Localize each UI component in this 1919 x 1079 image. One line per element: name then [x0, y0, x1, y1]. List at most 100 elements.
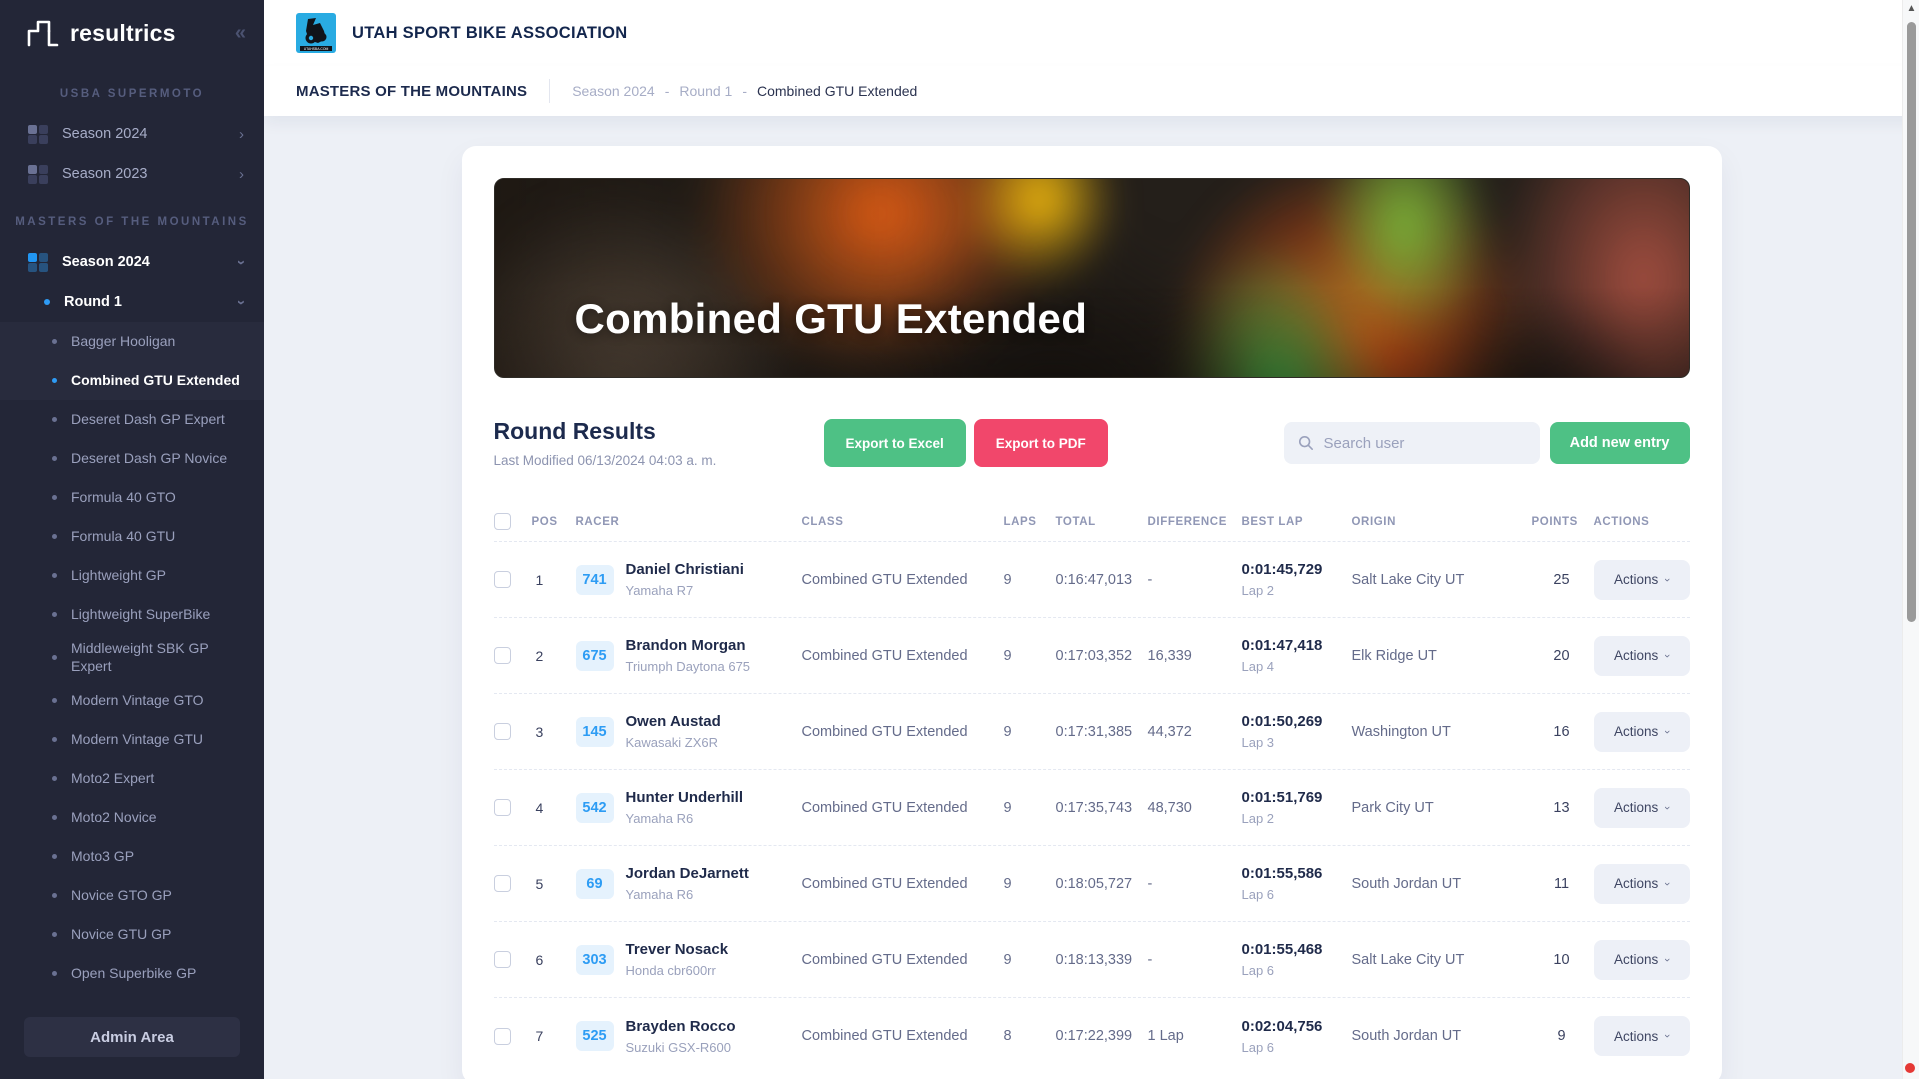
laps-cell: 9: [1003, 723, 1012, 740]
actions-button[interactable]: Actions ›: [1593, 559, 1690, 600]
racer-number-badge[interactable]: 525: [575, 1021, 614, 1051]
admin-area-button[interactable]: Admin Area: [24, 1017, 240, 1057]
row-checkbox[interactable]: [493, 647, 511, 664]
sidebar-item-class[interactable]: Novice GTU GP: [0, 915, 264, 954]
row-checkbox[interactable]: [493, 723, 511, 740]
vertical-scrollbar[interactable]: ▲: [1902, 0, 1919, 1079]
sidebar-item-class[interactable]: Formula 40 GTU: [0, 517, 264, 556]
row-checkbox-cell: [493, 951, 530, 968]
origin-cell: South Jordan UT: [1351, 1028, 1462, 1044]
sidebar-item-label: Open Superbike GP: [71, 964, 197, 981]
row-checkbox[interactable]: [493, 1027, 511, 1045]
origin-cell: Washington UT: [1351, 723, 1451, 740]
position-cell: 5: [535, 875, 544, 892]
column-header-origin: ORIGIN: [1351, 515, 1396, 528]
sidebar-item-season-2024-masters[interactable]: Season 2024 ›: [0, 242, 264, 282]
racer-number-badge[interactable]: 303: [575, 944, 614, 975]
racer-name: Daniel Christiani: [625, 561, 744, 578]
racer-number-badge[interactable]: 741: [575, 564, 614, 595]
best-lap-number: Lap 6: [1241, 1039, 1275, 1055]
row-checkbox[interactable]: [493, 571, 511, 588]
bullet-icon: [52, 698, 57, 703]
last-modified: Last Modified 06/13/2024 04:03 a. m.: [493, 453, 717, 468]
chevron-down-icon: ›: [1661, 653, 1674, 658]
actions-button[interactable]: Actions ›: [1593, 711, 1690, 752]
sidebar-item-round-1[interactable]: Round 1 ›: [0, 282, 264, 322]
chevron-down-icon: ›: [1661, 1034, 1674, 1038]
actions-button[interactable]: Actions ›: [1593, 863, 1690, 904]
breadcrumb-item[interactable]: Combined GTU Extended: [757, 83, 918, 99]
bullet-icon: [52, 456, 57, 461]
sidebar-item-label: Lightweight GP: [71, 566, 166, 583]
sidebar-item-class[interactable]: Moto3 GP: [0, 837, 264, 876]
sidebar-item-class[interactable]: Middleweight SBK GP Expert: [0, 634, 264, 681]
column-header-best-lap: BEST LAP: [1241, 515, 1304, 528]
column-header-difference: DIFFERENCE: [1147, 515, 1227, 528]
scrollbar-thumb[interactable]: [1906, 22, 1916, 622]
sidebar-item-label: Moto2 Expert: [71, 769, 155, 786]
total-time-cell: 0:17:31,385: [1055, 723, 1133, 740]
actions-cell: Actions ›: [1593, 787, 1710, 828]
export-excel-button[interactable]: Export to Excel: [823, 419, 966, 467]
class-cell: Combined GTU Extended: [801, 799, 968, 816]
racer-name: Owen Austad: [625, 713, 721, 730]
top-header: UTAHSBA.COM UTAH SPORT BIKE ASSOCIATION: [264, 0, 1919, 66]
actions-button[interactable]: Actions ›: [1593, 635, 1690, 676]
search-icon: [1298, 435, 1313, 451]
actions-button[interactable]: Actions ›: [1593, 1016, 1690, 1056]
chevron-down-icon: ›: [1661, 577, 1674, 582]
racer-number-badge[interactable]: 145: [575, 716, 614, 747]
origin-cell: Elk Ridge UT: [1351, 647, 1437, 664]
row-checkbox[interactable]: [493, 799, 511, 816]
select-all-checkbox[interactable]: [493, 513, 511, 530]
sidebar-collapse-icon[interactable]: «: [234, 21, 246, 44]
org-logo: UTAHSBA.COM: [296, 13, 336, 53]
chevron-down-icon: ›: [1661, 957, 1674, 962]
sidebar-item-class[interactable]: Novice GTO GP: [0, 876, 264, 915]
sidebar-item-class[interactable]: Open Superbike GP: [0, 954, 264, 993]
row-checkbox[interactable]: [493, 951, 511, 968]
actions-button-label: Actions: [1614, 800, 1659, 815]
origin-cell: Park City UT: [1351, 799, 1434, 816]
racer-cell: 675 Brandon Morgan Triumph Daytona 675: [575, 637, 800, 674]
sidebar-item-class[interactable]: Deseret Dash GP Expert: [0, 400, 264, 439]
sidebar-item-class[interactable]: Moto2 Novice: [0, 798, 264, 837]
sidebar-item-class[interactable]: Formula 40 GTO: [0, 478, 264, 517]
actions-cell: Actions ›: [1593, 711, 1710, 752]
sidebar-item-class[interactable]: Bagger Hooligan: [0, 322, 264, 361]
points-cell: 20: [1553, 647, 1570, 664]
bullet-icon: [52, 776, 57, 781]
best-lap-number: Lap 2: [1241, 583, 1275, 598]
row-checkbox-cell: [493, 799, 530, 816]
racer-number-badge[interactable]: 675: [575, 640, 614, 671]
origin-cell: South Jordan UT: [1351, 875, 1462, 892]
sidebar-item-season-2024-usba[interactable]: Season 2024 ›: [0, 114, 264, 154]
sidebar-item-class[interactable]: Modern Vintage GTO: [0, 681, 264, 720]
sidebar-item-class[interactable]: Deseret Dash GP Novice: [0, 439, 264, 478]
actions-button[interactable]: Actions ›: [1593, 787, 1690, 828]
sidebar-item-class[interactable]: Modern Vintage GTU: [0, 720, 264, 759]
sidebar-item-season-2023-usba[interactable]: Season 2023 ›: [0, 154, 264, 194]
add-new-entry-button[interactable]: Add new entry: [1549, 422, 1690, 464]
search-input[interactable]: [1323, 434, 1526, 452]
racer-name: Brayden Rocco: [625, 1017, 736, 1035]
best-lap-time: 0:01:50,269: [1241, 713, 1323, 730]
actions-button[interactable]: Actions ›: [1593, 939, 1690, 980]
racer-number-badge[interactable]: 542: [575, 792, 614, 823]
scrollbar-up-arrow[interactable]: ▲: [1906, 3, 1917, 14]
sidebar-item-label: Moto2 Novice: [71, 808, 157, 825]
column-header-actions: ACTIONS: [1593, 515, 1650, 528]
sidebar-item-class[interactable]: Lightweight SuperBike: [0, 595, 264, 634]
sidebar-item-class[interactable]: Combined GTU Extended: [0, 361, 264, 400]
points-cell: 9: [1557, 1028, 1566, 1044]
breadcrumb-item[interactable]: Season 2024: [572, 83, 655, 99]
sidebar-item-class[interactable]: Moto2 Expert: [0, 759, 264, 798]
svg-text:UTAHSBA.COM: UTAHSBA.COM: [304, 47, 329, 51]
actions-button-label: Actions: [1614, 876, 1659, 891]
sidebar-item-label: Deseret Dash GP Expert: [71, 410, 225, 427]
sidebar-item-class[interactable]: Lightweight GP: [0, 556, 264, 595]
export-pdf-button[interactable]: Export to PDF: [973, 419, 1108, 467]
breadcrumb-item[interactable]: Round 1: [679, 83, 733, 99]
racer-number-badge[interactable]: 69: [575, 868, 614, 899]
row-checkbox[interactable]: [493, 875, 511, 892]
